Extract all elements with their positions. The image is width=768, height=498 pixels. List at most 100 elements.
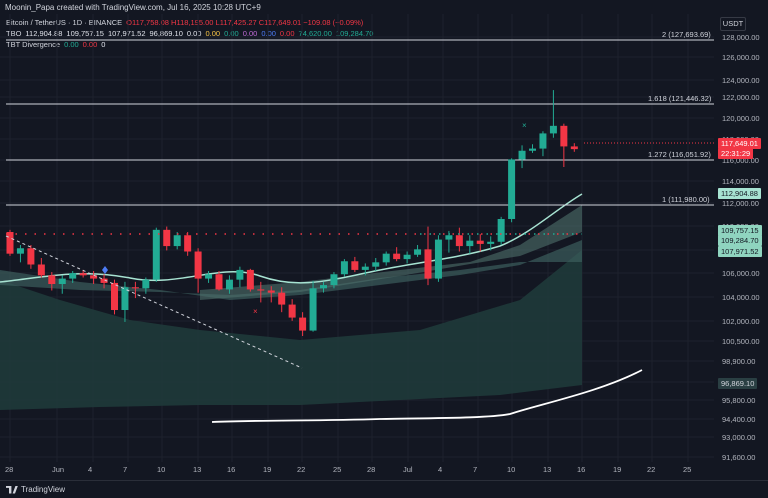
candle-body <box>445 235 453 240</box>
legend-divergence-row[interactable]: TBT Divergence 0.00 0.00 0 <box>6 39 373 50</box>
divergence-value-a: 0.00 <box>64 40 79 49</box>
candle-body <box>424 249 432 279</box>
candle-body <box>549 125 557 134</box>
ohlc-values: O117,758.08 H118,195.00 L117,425.27 C117… <box>126 18 364 27</box>
candle-body <box>236 269 244 280</box>
tbo-zero-6: 0.00 <box>279 29 295 38</box>
candle-body <box>508 159 516 219</box>
time-tick-label: 25 <box>333 465 342 474</box>
candle-body <box>163 229 171 247</box>
time-tick-label: Jul <box>403 465 413 474</box>
tbo-value-3: 107,971.52 <box>107 29 146 38</box>
tbo-tag-1-value: 112,904.88 <box>721 189 758 198</box>
price-tick-label: 94,400.00 <box>722 415 756 424</box>
tbo-tag-4-value: 107,971.52 <box>721 247 759 256</box>
tbo-value-2: 109,757.15 <box>66 29 104 38</box>
price-tick-label: 100,500.00 <box>722 337 760 346</box>
diamond-marker <box>102 266 108 274</box>
price-tick-label: 126,000.00 <box>722 53 760 62</box>
time-tick-label: 25 <box>683 465 692 474</box>
time-tick-label: 7 <box>473 465 478 474</box>
legend: Bitcoin / TetherUS · 1D · BINANCE O117,7… <box>6 17 373 50</box>
currency-button[interactable]: USDT <box>720 17 746 31</box>
candle-body <box>152 229 160 280</box>
price-tick-label: 114,000.00 <box>722 177 759 186</box>
time-tick-label: 13 <box>543 465 552 474</box>
sell-marker: × <box>253 307 258 316</box>
time-tick-label: 16 <box>227 465 236 474</box>
candle-body <box>27 248 35 265</box>
candle-body <box>382 253 390 263</box>
candle-body <box>215 274 223 290</box>
price-tick-label: 102,000.00 <box>722 317 760 326</box>
time-tick-label: 22 <box>647 465 656 474</box>
legend-symbol-row[interactable]: Bitcoin / TetherUS · 1D · BINANCE O117,7… <box>6 17 373 28</box>
candle-body <box>403 254 411 260</box>
time-tick-label: 4 <box>88 465 93 474</box>
candle-body <box>570 146 578 150</box>
candle-body <box>194 251 202 279</box>
tbo-tag-3-value: 109,284.70 <box>721 236 759 245</box>
time-tick-label: 28 <box>5 465 14 474</box>
candle-body <box>497 219 505 242</box>
candle-body <box>205 274 213 279</box>
tbo-tag-5-value: 96,869.10 <box>721 379 755 388</box>
candle-body <box>257 289 265 291</box>
time-tick-label: 10 <box>157 465 166 474</box>
tbo-band-outer <box>0 250 582 410</box>
candle-body <box>142 279 150 289</box>
candle-body <box>58 278 66 284</box>
time-tick-label: 19 <box>613 465 622 474</box>
tbo-zero-3: 0.00 <box>224 29 239 38</box>
time-tick-label: 13 <box>193 465 202 474</box>
candle-body <box>434 239 442 279</box>
divergence-value-c: 0 <box>101 40 106 49</box>
tradingview-icon <box>6 485 18 494</box>
candle-body <box>48 275 56 284</box>
candle-body <box>393 253 401 260</box>
trendline <box>5 235 303 369</box>
tbo-tag-1: 112,904.88 <box>718 188 761 199</box>
tbo-zero-5: 0.00 <box>261 29 276 38</box>
candle-body <box>278 292 286 305</box>
tradingview-logo[interactable]: TradingView <box>6 485 65 494</box>
legend-tbo-row[interactable]: TBO 112,904.88 109,757.15 107,971.52 96,… <box>6 28 373 39</box>
tradingview-brand: TradingView <box>21 485 66 494</box>
candle-body <box>539 133 547 149</box>
candle-body <box>225 279 233 290</box>
divergence-label: TBT Divergence <box>6 40 61 49</box>
candle-body <box>372 262 380 267</box>
candle-body <box>340 261 348 275</box>
tbo-zero-2: 0.00 <box>205 29 221 38</box>
price-tick-label: 116,000.00 <box>722 156 759 165</box>
candle-body <box>455 235 463 247</box>
time-tick-label: 10 <box>507 465 516 474</box>
price-tick-label: 122,000.00 <box>722 93 760 102</box>
current-price: 117,649.01 <box>721 139 758 148</box>
price-tick-label: 128,000.00 <box>722 33 760 42</box>
overlays: ×× <box>5 121 714 369</box>
buy-marker: × <box>522 121 527 130</box>
price-tick-label: 98,900.00 <box>722 357 756 366</box>
fib-label: 2 (127,693.69) <box>662 30 711 39</box>
tbo-band-mid <box>0 240 582 300</box>
tbo-zero-1: 0.00 <box>186 29 202 38</box>
candle-body <box>184 235 192 252</box>
candle-body <box>121 287 129 310</box>
candle-body <box>309 288 317 331</box>
divergence-value-b: 0.00 <box>82 40 98 49</box>
price-tick-label: 120,000.00 <box>722 114 760 123</box>
candle-body <box>111 282 118 310</box>
candle-body <box>414 249 422 255</box>
time-tick-label: 16 <box>577 465 586 474</box>
time-tick-label: 7 <box>123 465 128 474</box>
candle-body <box>299 317 307 331</box>
candle-body <box>518 150 526 160</box>
candle-body <box>246 269 254 290</box>
fib-label: 1 (111,980.00) <box>662 195 710 204</box>
time-tick-label: 19 <box>263 465 272 474</box>
candle-body <box>173 235 181 247</box>
candle-body <box>90 275 98 279</box>
candle-body <box>351 261 359 270</box>
